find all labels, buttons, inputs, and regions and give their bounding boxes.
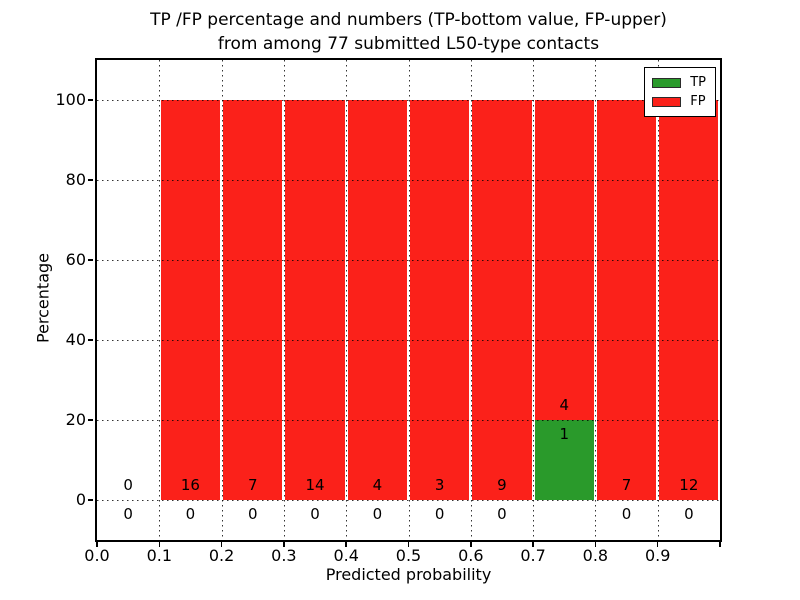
legend-entry-label: FP xyxy=(690,94,706,109)
bar-fp-segment xyxy=(347,99,407,500)
y-axis-tick xyxy=(88,99,93,101)
x-tick-label: 0.1 xyxy=(146,546,173,565)
x-tick-label: 0.6 xyxy=(458,546,484,565)
v-gridline xyxy=(470,60,472,540)
x-axis-tick xyxy=(220,542,223,547)
y-axis-tick xyxy=(88,419,93,421)
y-tick-label: 100 xyxy=(55,90,86,109)
v-gridline xyxy=(408,60,410,540)
x-axis-tick xyxy=(719,542,721,547)
y-axis-tick xyxy=(88,499,93,501)
v-gridline xyxy=(346,60,348,540)
y-axis-tick xyxy=(88,179,93,181)
v-gridline xyxy=(595,60,597,540)
fp-count-label: 7 xyxy=(247,475,258,494)
v-gridline xyxy=(159,60,161,540)
legend-entry: TP xyxy=(652,73,706,92)
x-axis-tick xyxy=(407,542,410,547)
x-tick-label: 0.3 xyxy=(271,546,297,565)
legend-entry: FP xyxy=(652,92,706,111)
legend-swatch-fp-icon xyxy=(652,96,682,107)
chart-title-line1: TP /FP percentage and numbers (TP-bottom… xyxy=(150,10,667,30)
legend-swatch-tp-icon xyxy=(652,77,682,88)
x-axis-label: Predicted probability xyxy=(325,565,492,584)
y-axis-tick xyxy=(88,339,93,341)
fp-count-label: 4 xyxy=(372,475,383,494)
fp-count-label: 16 xyxy=(180,475,200,494)
x-tick-label: 0.8 xyxy=(582,546,609,565)
v-gridline xyxy=(533,60,535,540)
y-tick-label: 0 xyxy=(75,490,86,509)
chart-title: TP /FP percentage and numbers (TP-bottom… xyxy=(97,8,720,56)
bar-fp-segment xyxy=(659,99,719,500)
x-axis-tick xyxy=(532,542,534,547)
y-tick-label: 40 xyxy=(65,330,86,349)
tp-count-label: 0 xyxy=(247,504,258,523)
tp-count-label: 0 xyxy=(497,504,507,523)
legend: TP FP xyxy=(644,67,716,117)
x-axis-tick xyxy=(96,542,98,547)
v-gridline xyxy=(657,60,659,540)
x-tick-label: 0.0 xyxy=(84,546,110,565)
chart-title-line2: from among 77 submitted L50-type contact… xyxy=(217,34,600,54)
tp-count-label: 0 xyxy=(310,504,320,523)
x-tick-label: 0.4 xyxy=(333,546,359,565)
fp-count-label: 14 xyxy=(305,475,325,494)
x-axis-tick xyxy=(656,542,659,547)
x-tick-label: 0.9 xyxy=(644,546,671,565)
y-tick-label: 80 xyxy=(65,170,86,189)
tp-count-label: 0 xyxy=(185,504,196,523)
x-axis-tick xyxy=(158,542,161,547)
tp-count-label: 0 xyxy=(434,504,445,523)
tp-count-label: 1 xyxy=(559,425,570,443)
x-axis-tick xyxy=(470,542,472,547)
x-axis-tick xyxy=(594,542,597,547)
tp-count-label: 0 xyxy=(621,504,632,523)
fp-count-label: 9 xyxy=(497,475,507,494)
tp-count-label: 0 xyxy=(372,504,383,523)
tp-count-label: 0 xyxy=(123,504,133,523)
fp-count-label: 4 xyxy=(559,396,570,414)
x-axis-tick xyxy=(345,542,347,547)
x-axis-tick xyxy=(283,542,285,547)
bar-fp-segment xyxy=(160,99,221,500)
bar-tp-segment xyxy=(534,420,594,500)
v-gridline xyxy=(221,60,223,540)
bar-fp-segment xyxy=(534,99,594,420)
fp-count-label: 12 xyxy=(679,475,699,494)
y-axis-tick xyxy=(88,259,93,261)
legend-entry-label: TP xyxy=(690,75,706,90)
x-tick-label: 0.2 xyxy=(208,546,235,565)
x-tick-label: 0.7 xyxy=(520,546,546,565)
v-gridline xyxy=(283,60,285,540)
x-tick-label: 0.5 xyxy=(395,546,422,565)
bar-fp-segment xyxy=(410,99,470,500)
bar-fp-segment xyxy=(596,99,657,500)
plot-area: TP FP 0 0 16 0 7 0 14 0 4 0 3 0 9 0 4 1 7 0 12 0 xyxy=(95,58,722,542)
y-tick-label: 60 xyxy=(65,250,86,269)
fp-count-label: 3 xyxy=(434,475,445,494)
fp-count-label: 7 xyxy=(621,475,632,494)
fp-count-label: 0 xyxy=(123,475,133,494)
bar-fp-segment xyxy=(223,99,283,500)
bar-fp-segment xyxy=(285,99,345,500)
bar-fp-segment xyxy=(472,99,532,500)
tp-count-label: 0 xyxy=(684,504,694,523)
y-tick-label: 20 xyxy=(65,410,86,429)
